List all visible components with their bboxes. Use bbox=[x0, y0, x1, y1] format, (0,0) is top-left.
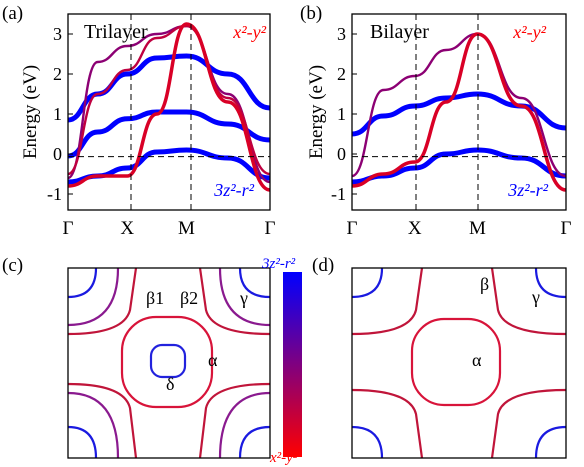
y-tick-label: -1 bbox=[331, 184, 346, 204]
beta-sheet-d bbox=[490, 268, 566, 336]
gamma-pocket-d bbox=[352, 425, 384, 458]
y-label-b: Energy (eV) bbox=[306, 65, 327, 159]
alpha-pocket-d bbox=[410, 317, 502, 407]
beta-sheet-d bbox=[490, 388, 566, 458]
y-label-a: Energy (eV) bbox=[20, 65, 41, 159]
panel-label-b: (b) bbox=[300, 3, 322, 24]
panel-label-c: (c) bbox=[2, 255, 23, 276]
band-line bbox=[352, 32, 566, 178]
x-tick-label: M bbox=[469, 218, 486, 239]
x-tick-label: X bbox=[408, 218, 422, 239]
y-tick-label: 0 bbox=[337, 144, 346, 164]
colorbar-bottom-label: x²-y² bbox=[269, 450, 298, 466]
fermi-surface-d bbox=[352, 268, 566, 458]
frame-c bbox=[67, 267, 271, 459]
x-tick-label: Γ bbox=[347, 218, 358, 239]
fermi-surface-c bbox=[68, 268, 270, 458]
annot-x2y2-b: x²-y² bbox=[512, 22, 546, 42]
gamma-pocket-c bbox=[238, 268, 270, 299]
y-tick-label: 3 bbox=[53, 24, 62, 44]
panel-label-a: (a) bbox=[2, 3, 23, 24]
gamma-pocket-d bbox=[352, 268, 384, 299]
delta-pocket-c bbox=[149, 343, 187, 379]
label-beta2: β2 bbox=[180, 288, 198, 308]
band-line bbox=[68, 24, 270, 176]
label-beta-d: β bbox=[480, 274, 489, 294]
band-line bbox=[68, 22, 270, 192]
y-tick-label: 2 bbox=[337, 64, 346, 84]
colorbar-top-label: 3z²-r² bbox=[261, 256, 296, 272]
label-gamma-c: γ bbox=[239, 288, 248, 308]
annot-x2y2-a: x²-y² bbox=[232, 22, 266, 42]
y-tick-label: -1 bbox=[47, 184, 62, 204]
bands-trilayer bbox=[68, 22, 270, 192]
y-tick-label: 1 bbox=[337, 104, 346, 124]
gamma-pocket-d bbox=[534, 268, 566, 299]
y-ticks-a: -1 0 1 2 3 bbox=[47, 24, 73, 204]
beta-sheet-c bbox=[68, 382, 138, 458]
annot-3z2r2-b: 3z²-r² bbox=[507, 180, 548, 200]
band-line bbox=[352, 147, 566, 185]
label-alpha-d: α bbox=[472, 350, 482, 370]
x-tick-label: Γ bbox=[561, 218, 572, 239]
x-tick-label: X bbox=[120, 218, 134, 239]
band-line bbox=[68, 109, 270, 159]
beta-sheet-c bbox=[198, 382, 270, 458]
panel-a: -1 0 1 2 3 Γ X M Γ Energy (eV) (a) Trilayer x²-… bbox=[2, 3, 276, 239]
gamma-pocket-c bbox=[68, 425, 98, 458]
annot-3z2r2-a: 3z²-r² bbox=[213, 180, 254, 200]
gamma-pocket-d bbox=[534, 425, 566, 458]
beta-sheet-d bbox=[352, 388, 424, 458]
frame-d bbox=[351, 267, 567, 459]
y-tick-label: 3 bbox=[337, 24, 346, 44]
bands-bilayer bbox=[352, 32, 566, 192]
beta-sheet-c bbox=[218, 268, 270, 327]
beta-sheet-c bbox=[68, 268, 120, 327]
band-line bbox=[68, 24, 270, 184]
x-tick-label: Γ bbox=[265, 218, 276, 239]
band-line bbox=[352, 32, 566, 192]
y-tick-label: 0 bbox=[53, 144, 62, 164]
y-tick-label: 1 bbox=[53, 104, 62, 124]
title-b: Bilayer bbox=[370, 21, 429, 43]
gamma-pocket-c bbox=[238, 425, 270, 458]
label-alpha-c: α bbox=[208, 350, 218, 370]
panel-c: (c) β1 β2 γ α δ 3z²-r² x²-y² bbox=[2, 255, 302, 466]
frame-a bbox=[67, 13, 271, 211]
title-a: Trilayer bbox=[84, 21, 148, 43]
alpha-pocket-c bbox=[120, 315, 214, 409]
x-tick-label: M bbox=[178, 218, 195, 239]
beta-sheet-c bbox=[68, 268, 138, 336]
panel-label-d: (d) bbox=[312, 255, 334, 276]
beta-sheet-c bbox=[198, 268, 270, 336]
x-tick-label: Γ bbox=[63, 218, 74, 239]
beta-sheet-c bbox=[218, 391, 270, 458]
gamma-pocket-c bbox=[68, 268, 98, 299]
label-beta1: β1 bbox=[146, 288, 164, 308]
panel-d: (d) β γ α bbox=[312, 255, 567, 459]
panel-b: -1 0 1 2 3 Γ X M Γ Energy (eV) (b) Bilayer x²-y… bbox=[300, 3, 572, 239]
y-ticks-b: -1 0 1 2 3 bbox=[331, 24, 357, 204]
beta-sheet-c bbox=[68, 391, 120, 458]
label-delta: δ bbox=[166, 374, 174, 394]
frame-b bbox=[351, 13, 567, 211]
colorbar bbox=[283, 272, 302, 457]
beta-sheet-d bbox=[352, 268, 424, 336]
y-tick-label: 2 bbox=[53, 64, 62, 84]
label-gamma-d: γ bbox=[531, 287, 540, 307]
